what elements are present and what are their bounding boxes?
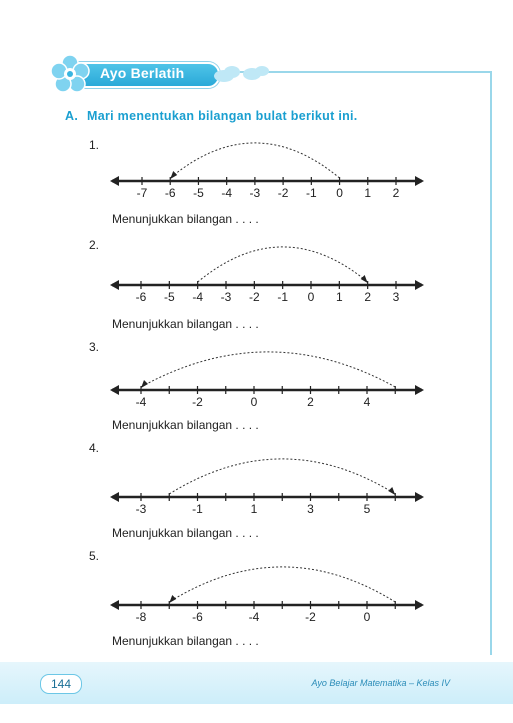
- tick-label: 0: [336, 186, 343, 200]
- answer-prompt-1: Menunjukkan bilangan . . . .: [112, 212, 259, 226]
- tick-label: -2: [305, 610, 316, 624]
- tick-label: 5: [364, 502, 371, 516]
- tick-label: -3: [136, 502, 147, 516]
- tick-label: 4: [364, 395, 371, 409]
- flower-icon: [50, 54, 90, 93]
- section-letter: A.: [65, 109, 79, 123]
- arc-arrow-icon: [170, 171, 178, 179]
- page-number: 144: [40, 674, 82, 694]
- tick-label: 2: [364, 290, 371, 304]
- tick-label: -6: [136, 290, 147, 304]
- footer-band: [0, 662, 513, 704]
- tick-label: 2: [393, 186, 400, 200]
- arrow-right-icon: [415, 600, 424, 610]
- tick-label: -6: [165, 186, 176, 200]
- arrow-left-icon: [110, 280, 119, 290]
- question-number-2: 2.: [89, 238, 100, 252]
- arc-arrow-icon: [388, 487, 396, 495]
- answer-prompt-4: Menunjukkan bilangan . . . .: [112, 526, 259, 540]
- section-heading: A. Mari menentukan bilangan bulat berikut…: [65, 109, 358, 123]
- arrow-left-icon: [110, 600, 119, 610]
- banner-title: Ayo Berlatih: [100, 65, 185, 81]
- dotted-arc-2: [197, 246, 368, 283]
- tick-label: -2: [249, 290, 260, 304]
- question-number-4: 4.: [89, 441, 100, 455]
- cloud-icon: [214, 66, 269, 82]
- tick-label: -4: [249, 610, 260, 624]
- answer-prompt-3: Menunjukkan bilangan . . . .: [112, 418, 259, 432]
- book-title: Ayo Belajar Matematika – Kelas IV: [311, 678, 451, 688]
- tick-label: -7: [137, 186, 148, 200]
- arrow-right-icon: [415, 385, 424, 395]
- tick-label: 0: [364, 610, 371, 624]
- tick-label: 0: [251, 395, 258, 409]
- answer-prompt-2: Menunjukkan bilangan . . . .: [112, 317, 259, 331]
- arrow-left-icon: [110, 492, 119, 502]
- arrow-right-icon: [415, 492, 424, 502]
- tick-label: -8: [136, 610, 147, 624]
- dotted-arc-1: [169, 142, 340, 179]
- question-number-1: 1.: [89, 138, 100, 152]
- tick-label: -1: [277, 290, 288, 304]
- arc-arrow-icon: [141, 380, 148, 388]
- tick-label: -4: [136, 395, 147, 409]
- dotted-arc-3: [140, 351, 396, 388]
- tick-label: 3: [307, 502, 314, 516]
- frame-top-border: [60, 71, 492, 73]
- dotted-arc-5: [168, 566, 396, 603]
- tick-label: -2: [278, 186, 289, 200]
- tick-label: 3: [393, 290, 400, 304]
- tick-label: 0: [308, 290, 315, 304]
- tick-label: 1: [251, 502, 258, 516]
- tick-label: -1: [306, 186, 317, 200]
- arrow-left-icon: [110, 385, 119, 395]
- tick-label: -2: [192, 395, 203, 409]
- arc-arrow-icon: [360, 275, 368, 283]
- tick-label: -3: [221, 290, 232, 304]
- tick-label: -6: [192, 610, 203, 624]
- answer-prompt-5: Menunjukkan bilangan . . . .: [112, 634, 259, 648]
- arrow-right-icon: [415, 176, 424, 186]
- tick-label: -3: [250, 186, 261, 200]
- tick-label: -4: [221, 186, 232, 200]
- question-number-3: 3.: [89, 340, 100, 354]
- tick-label: 2: [307, 395, 314, 409]
- question-number-5: 5.: [89, 549, 100, 563]
- frame-right-border: [490, 71, 492, 655]
- tick-label: -5: [193, 186, 204, 200]
- section-title-text: Mari menentukan bilangan bulat berikut i…: [87, 109, 358, 123]
- arrow-right-icon: [415, 280, 424, 290]
- arc-arrow-icon: [169, 595, 177, 603]
- arrow-left-icon: [110, 176, 119, 186]
- tick-label: -5: [164, 290, 175, 304]
- dotted-arc-4: [168, 458, 396, 495]
- tick-label: 1: [364, 186, 371, 200]
- tick-label: -4: [192, 290, 203, 304]
- tick-label: -1: [192, 502, 203, 516]
- tick-label: 1: [336, 290, 343, 304]
